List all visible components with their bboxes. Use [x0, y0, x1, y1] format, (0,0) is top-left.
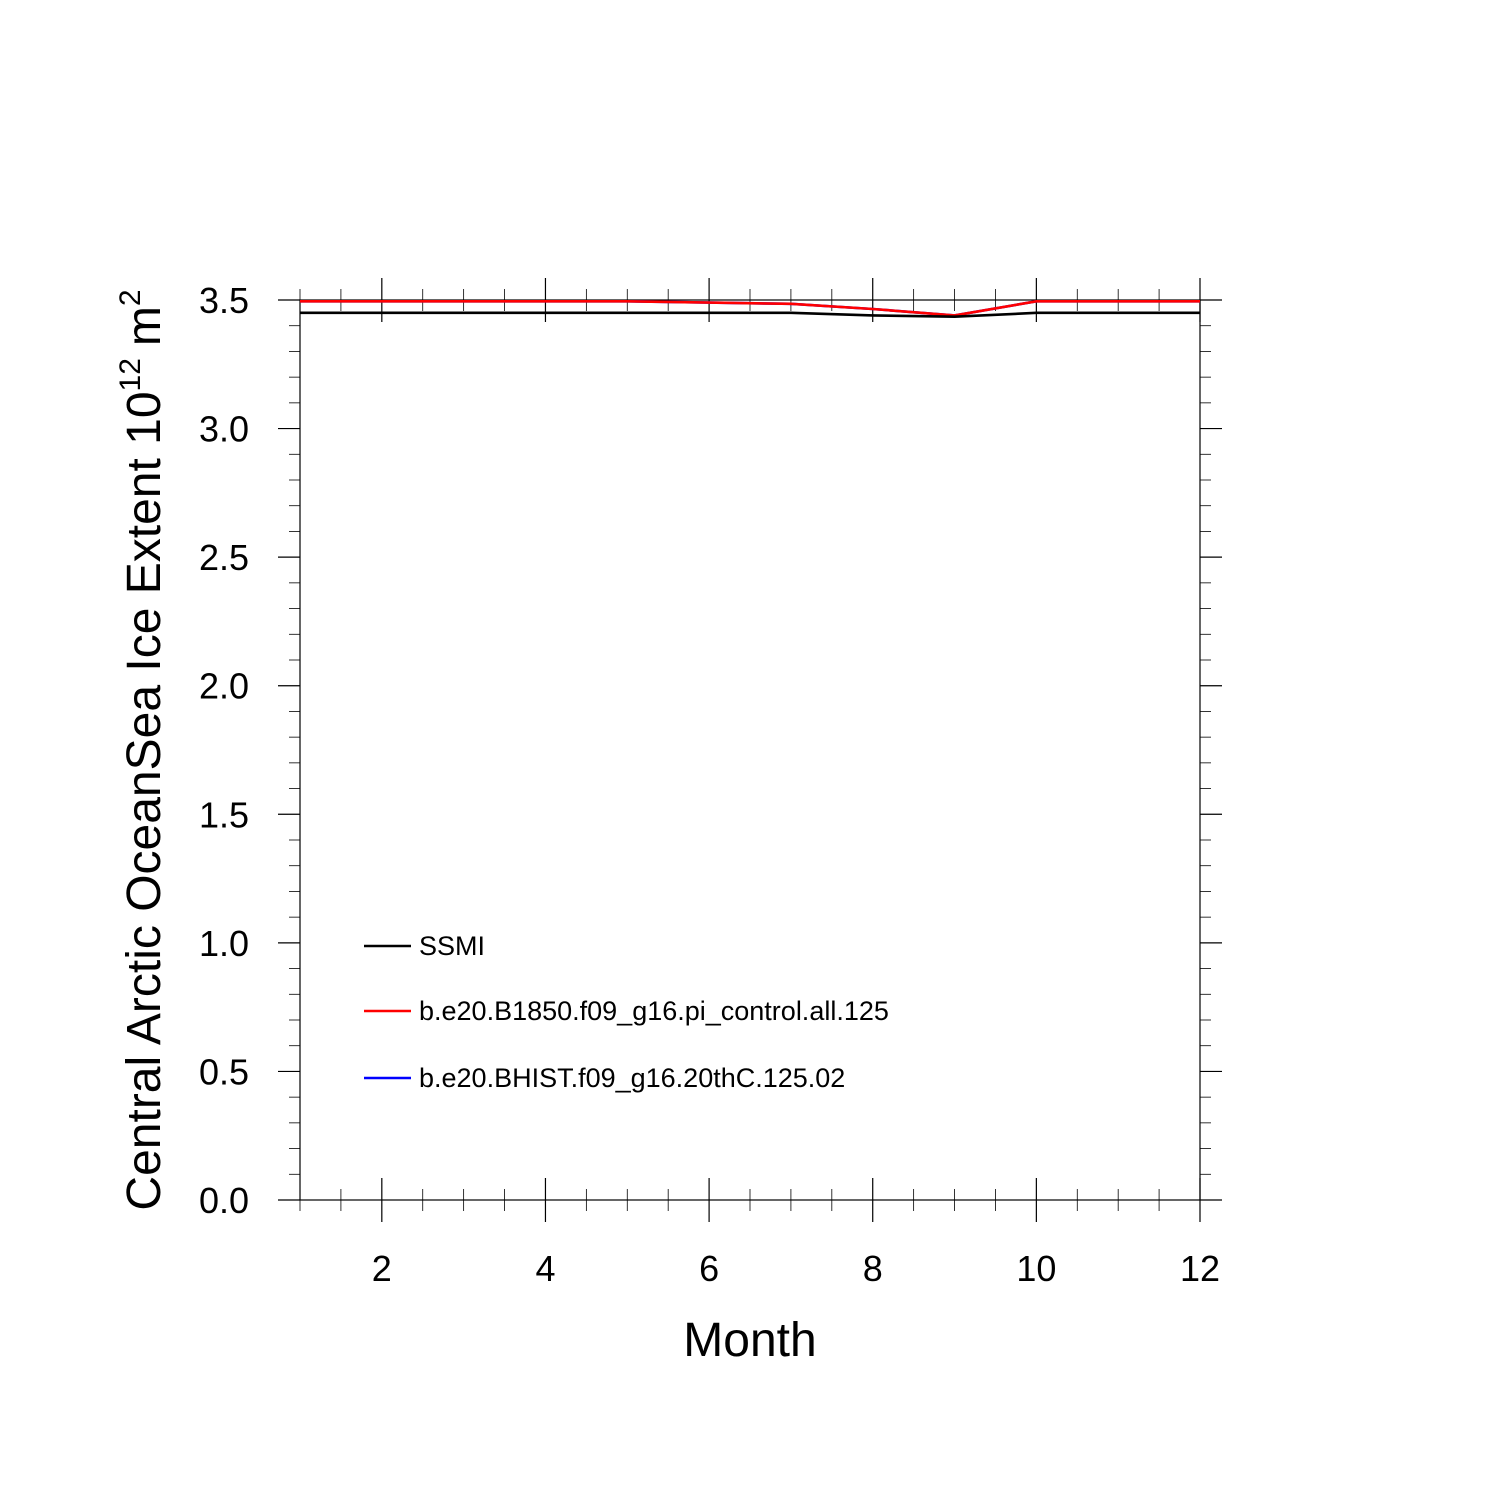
x-tick-label: 8 [863, 1248, 883, 1289]
y-axis-title-unit-exponent: 2 [114, 289, 147, 306]
y-tick-label: 3.0 [199, 409, 249, 450]
x-tick-label: 10 [1016, 1248, 1056, 1289]
x-tick-label: 6 [699, 1248, 719, 1289]
x-axis-title: Month [683, 1314, 816, 1367]
y-tick-labels: 0.0 0.5 1.0 1.5 2.0 2.5 3.0 3.5 [199, 280, 249, 1221]
y-axis-title-text: Central Arctic OceanSea Ice Extent 10 [118, 391, 171, 1210]
y-axis-title-exponent: 12 [114, 358, 147, 391]
x-tick-labels: 2 4 6 8 10 12 [372, 1248, 1220, 1289]
y-tick-label: 2.5 [199, 537, 249, 578]
y-tick-label: 1.5 [199, 794, 249, 835]
y-axis-title-unit: m [118, 306, 171, 346]
legend: SSMI b.e20.B1850.f09_g16.pi_control.all.1… [364, 931, 889, 1093]
series-lines [300, 299, 1200, 319]
x-tick-label: 12 [1180, 1248, 1220, 1289]
y-axis-title: Central Arctic OceanSea Ice Extent 1012 m… [114, 289, 171, 1210]
y-tick-label: 0.0 [199, 1180, 249, 1221]
x-tick-label: 4 [535, 1248, 555, 1289]
x-tick-label: 2 [372, 1248, 392, 1289]
series-line-2 [300, 299, 1200, 317]
legend-label: b.e20.B1850.f09_g16.pi_control.all.125 [419, 996, 889, 1026]
y-tick-label: 0.5 [199, 1051, 249, 1092]
legend-label: SSMI [419, 931, 485, 961]
y-tick-label: 1.0 [199, 923, 249, 964]
y-tick-label: 2.0 [199, 666, 249, 707]
y-tick-label: 3.5 [199, 280, 249, 321]
legend-label: b.e20.BHIST.f09_g16.20thC.125.02 [419, 1063, 845, 1093]
series-line-1 [300, 311, 1200, 319]
